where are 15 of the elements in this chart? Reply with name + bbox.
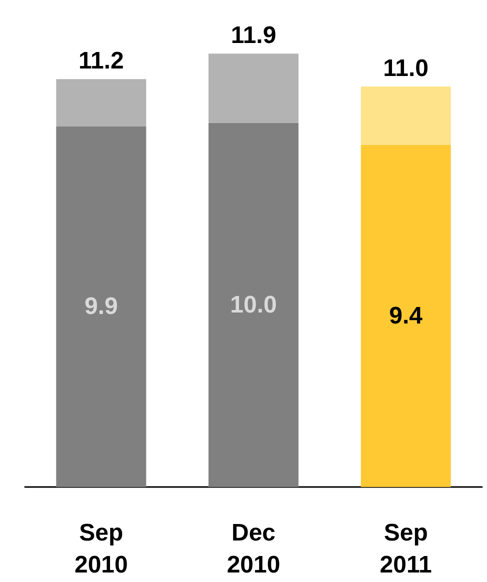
data-label: 9.4 (389, 302, 424, 330)
data-label: 10.0 (230, 291, 277, 318)
bar (56, 126, 146, 487)
total-label: 11.2 (78, 48, 124, 75)
bar (56, 79, 146, 126)
bar (208, 54, 298, 123)
x-tick-label: Dec 2010 (226, 520, 280, 578)
bar (360, 86, 451, 145)
total-label: 11.0 (383, 54, 429, 82)
x-tick-label: Sep 2011 (380, 520, 432, 578)
bar (360, 144, 451, 487)
bar (208, 122, 298, 487)
data-label: 9.9 (84, 293, 118, 320)
total-label: 11.9 (230, 22, 276, 50)
x-tick-label: Sep 2010 (74, 520, 128, 578)
